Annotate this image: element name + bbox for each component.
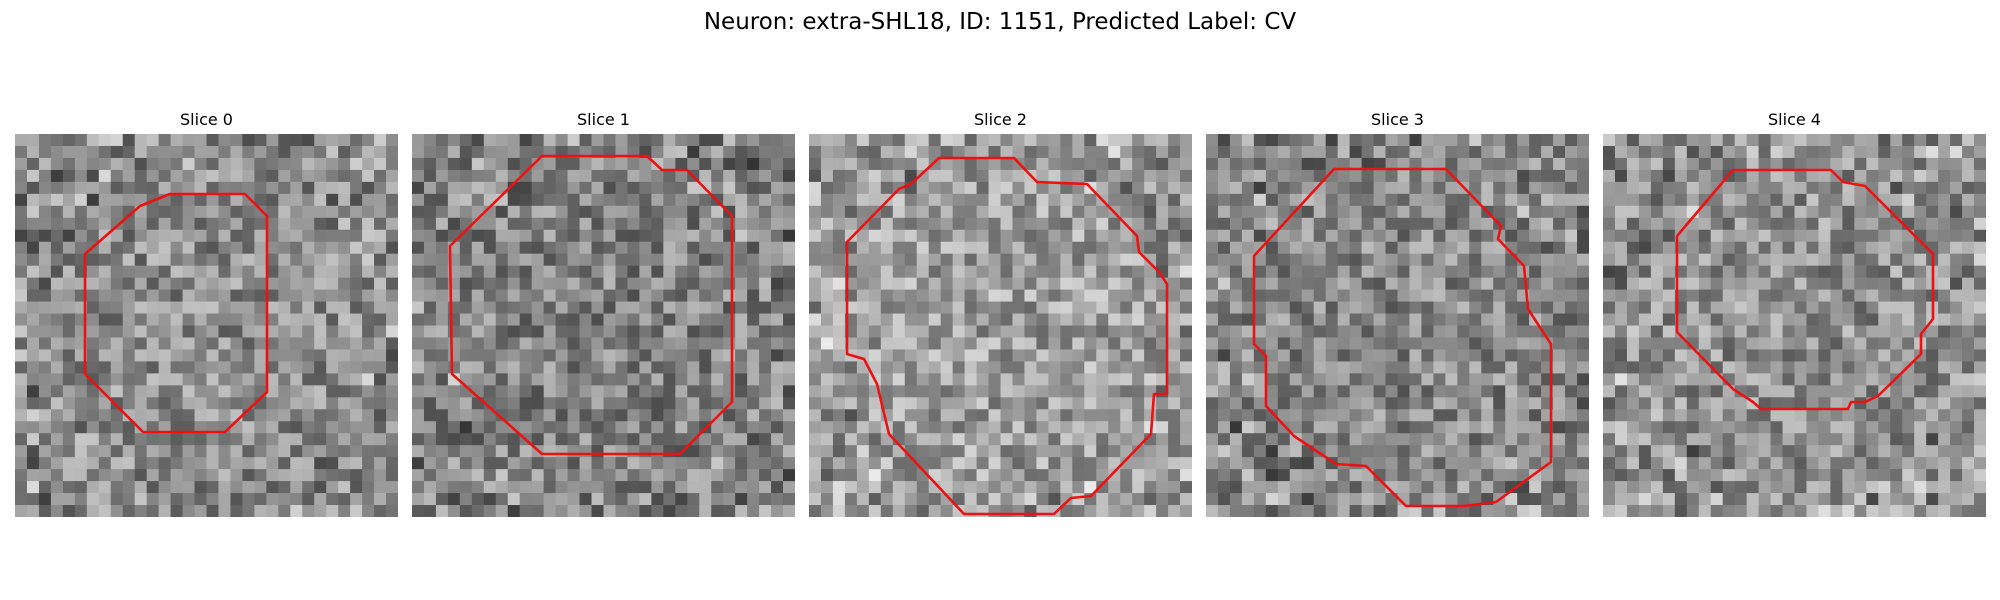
figure-title: Neuron: extra-SHL18, ID: 1151, Predicted… (703, 9, 1297, 35)
roi-contour-2 (845, 156, 1169, 516)
slice-image-4 (1603, 134, 1986, 517)
slice-title-2: Slice 2 (974, 110, 1027, 129)
roi-contour-4 (1675, 168, 1935, 411)
slice-panel-1: Slice 1 (412, 110, 795, 517)
slice-title-4: Slice 4 (1768, 110, 1821, 129)
slice-image-0 (15, 134, 398, 517)
slice-image-1 (412, 134, 795, 517)
slice-image-3 (1206, 134, 1589, 517)
slice-panel-3: Slice 3 (1206, 110, 1589, 517)
roi-contour-0 (83, 192, 269, 434)
slice-image-2 (809, 134, 1192, 517)
slice-title-0: Slice 0 (180, 110, 233, 129)
slice-panel-2: Slice 2 (809, 110, 1192, 517)
slice-title-1: Slice 1 (577, 110, 630, 129)
roi-contour-1 (448, 154, 734, 456)
roi-contour-3 (1252, 167, 1553, 508)
slice-panel-4: Slice 4 (1603, 110, 1986, 517)
slice-panel-0: Slice 0 (15, 110, 398, 517)
slice-title-3: Slice 3 (1371, 110, 1424, 129)
